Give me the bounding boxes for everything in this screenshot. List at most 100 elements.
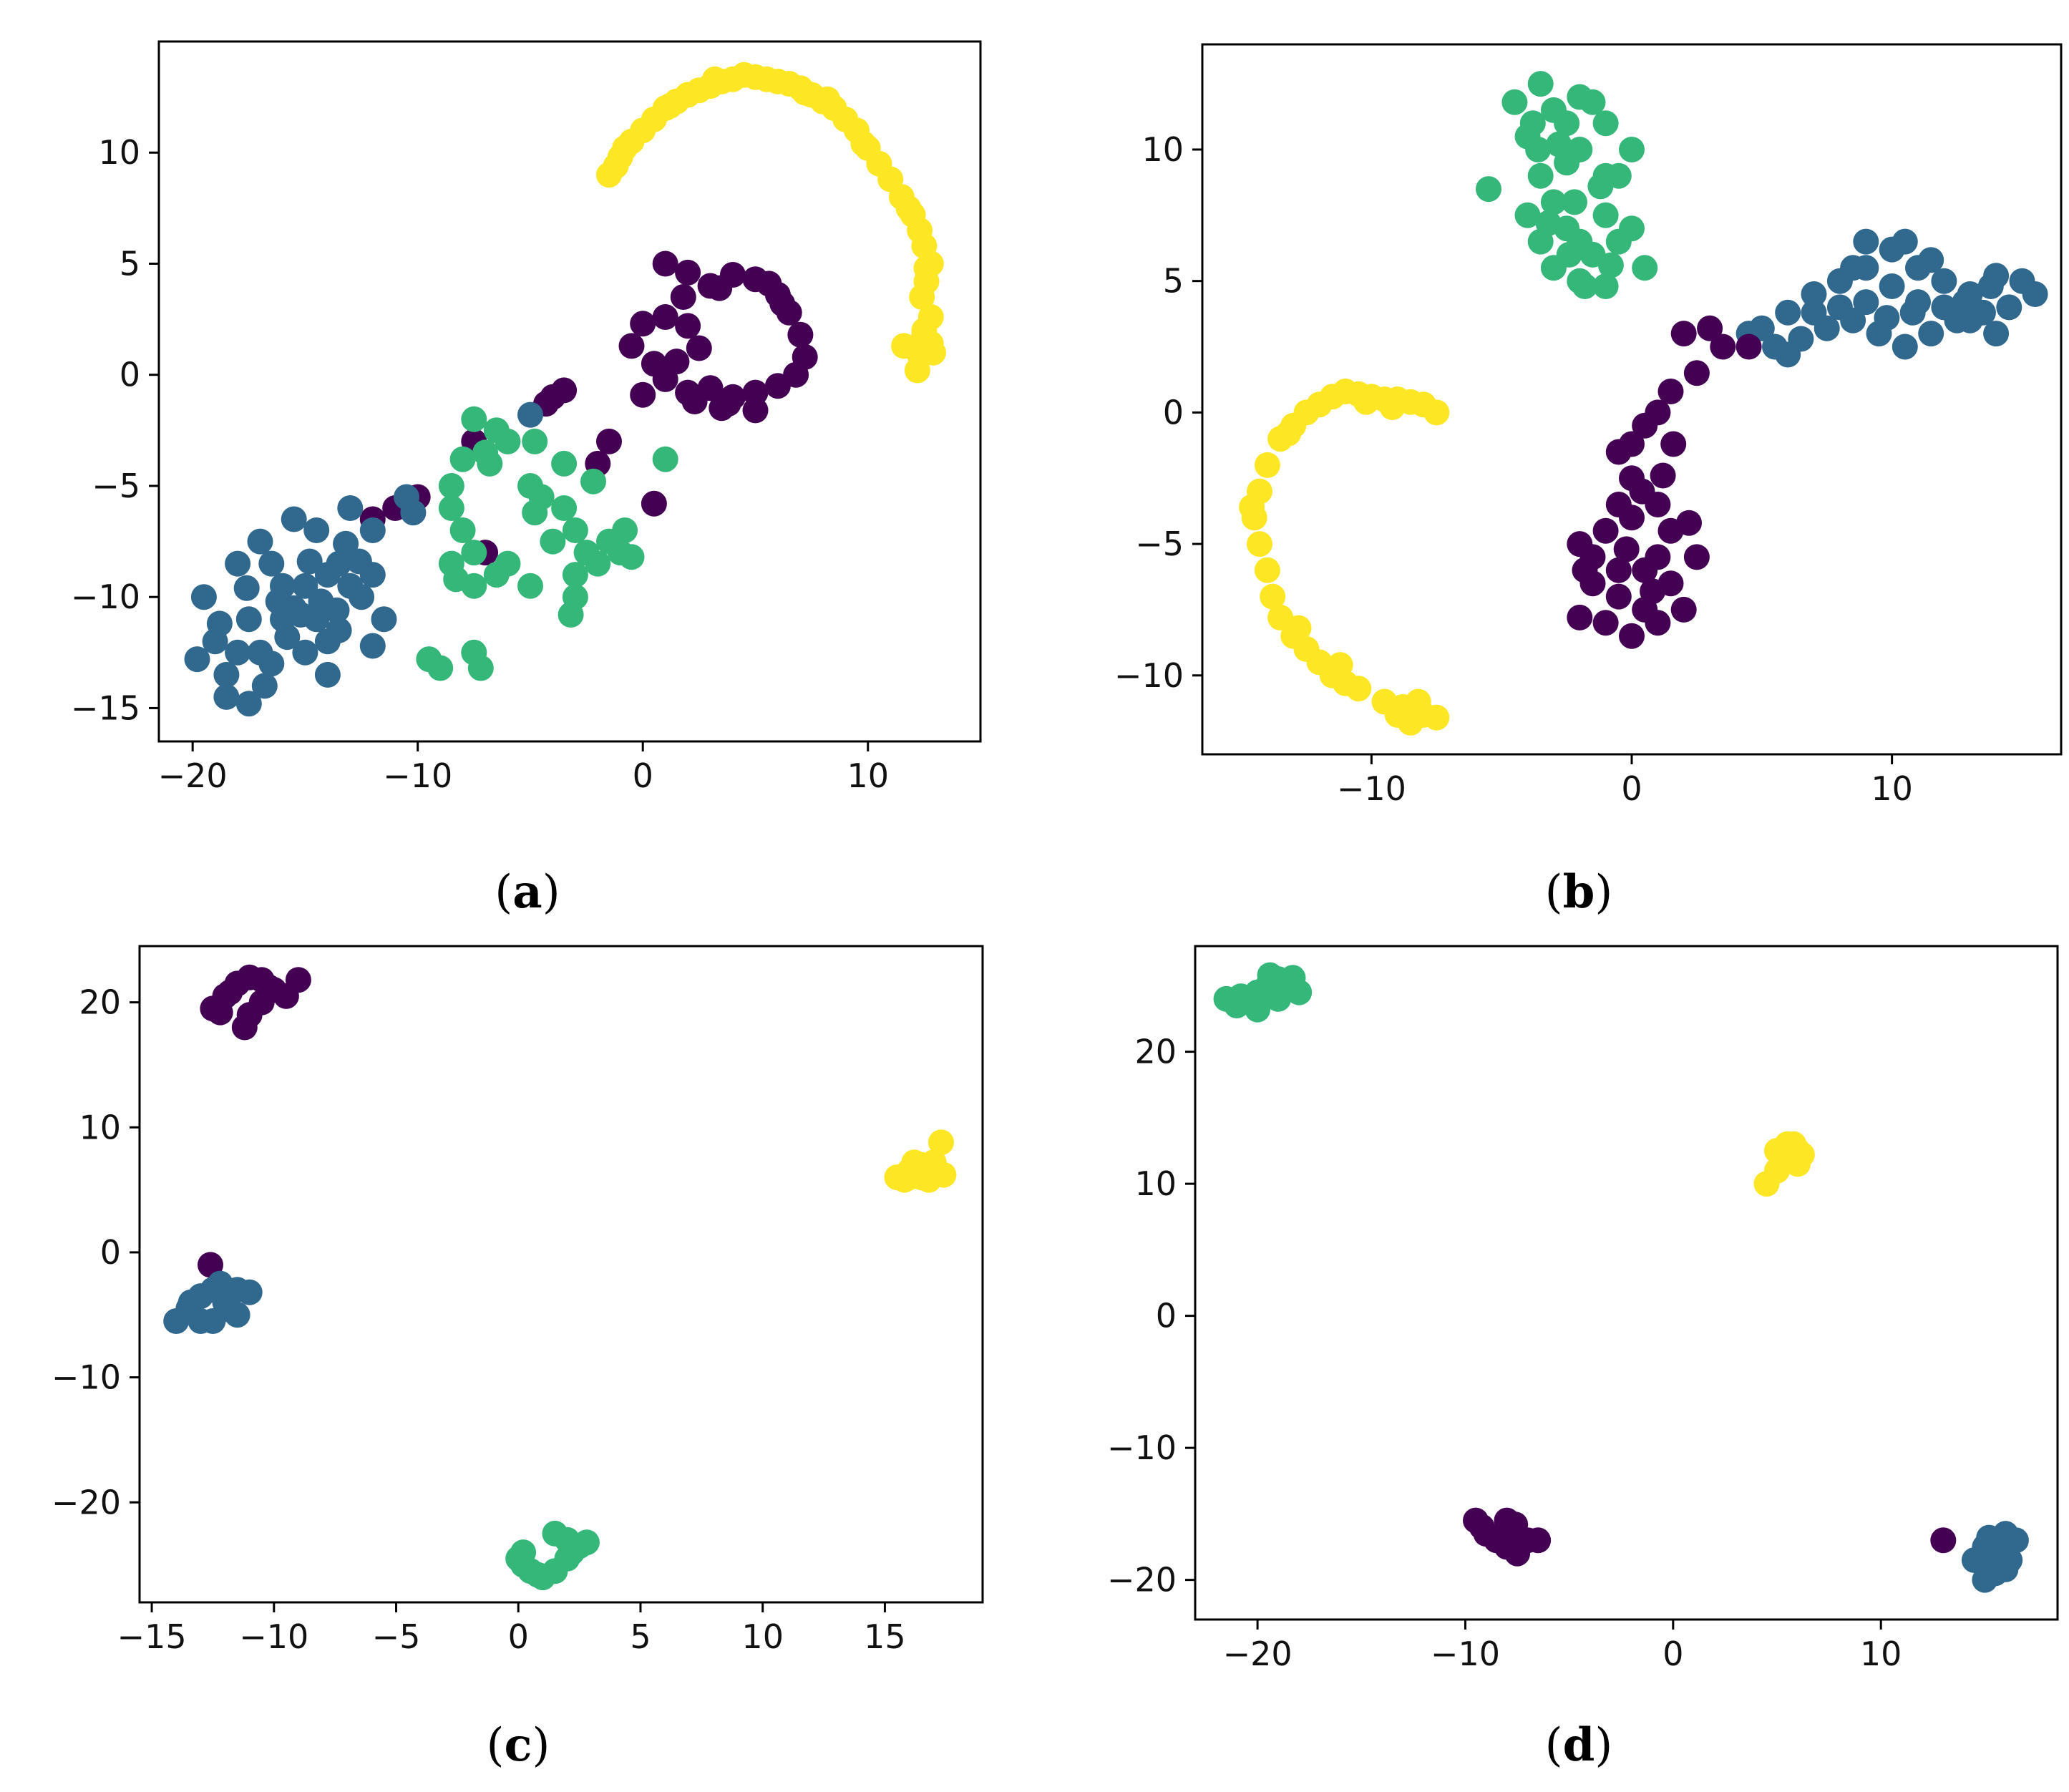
panel-c-point-cluster-blue	[207, 1270, 233, 1297]
panel-b-point-cluster-purple	[1670, 596, 1697, 623]
panel-c-ytick-label: 20	[79, 983, 121, 1022]
panel-c-xtick-label: 15	[864, 1617, 906, 1656]
panel-b-point-cluster-purple	[1605, 583, 1632, 610]
panel-b-caption-letter: b	[1563, 865, 1595, 919]
panel-b-point-cluster-yellow	[1239, 494, 1265, 520]
panel-a-point-cluster-yellow	[904, 357, 930, 384]
panel-d-point-cluster-purple	[1469, 1514, 1495, 1540]
panel-b-point-cluster-purple	[1632, 412, 1658, 439]
panel-b-ytick-label: −5	[1135, 525, 1184, 563]
panel-b-point-cluster-green	[1519, 110, 1546, 137]
panel-b-point-cluster-purple	[1670, 321, 1697, 347]
panel-b-point-cluster-blue	[1775, 299, 1801, 326]
panel-b-point-cluster-blue	[1918, 247, 1944, 273]
panel-c-point-cluster-yellow	[891, 1167, 917, 1193]
panel-a-point-cluster-blue	[400, 500, 427, 526]
panel-a-series-cluster-blue	[184, 401, 543, 717]
panel-a-point-cluster-blue	[258, 550, 285, 577]
panel-b-point-cluster-green	[1554, 110, 1580, 137]
panel-b-point-cluster-yellow	[1260, 583, 1286, 610]
panel-a-point-cluster-blue	[235, 691, 262, 717]
panel-d-point-cluster-blue	[2002, 1527, 2029, 1554]
panel-b-series-cluster-green	[1476, 71, 1658, 299]
panel-b-point-cluster-purple	[1632, 557, 1658, 583]
panel-b-point-cluster-blue	[1840, 255, 1866, 281]
panel-c-ytick-label: 10	[79, 1108, 121, 1146]
panel-b-series-cluster-purple	[1567, 315, 1762, 649]
panel-a-point-cluster-blue	[288, 602, 314, 628]
panel-a-xtick-label: −20	[158, 756, 228, 795]
panel-a-ytick-label: −15	[71, 688, 140, 727]
panel-a-point-cluster-purple	[769, 291, 796, 317]
panel-a-axes-frame	[157, 40, 982, 743]
panel-b-point-cluster-purple	[1697, 315, 1723, 341]
panel-b-xtick-label: −10	[1337, 769, 1406, 808]
panel-a-point-cluster-green	[427, 655, 454, 681]
panel-b-point-cluster-purple	[1592, 517, 1619, 544]
panel-a-point-cluster-yellow	[657, 93, 683, 119]
panel-a-point-cluster-blue	[292, 573, 318, 599]
panel-b-point-cluster-purple	[1657, 379, 1684, 404]
panel-b-point-cluster-blue	[1977, 273, 2004, 299]
panel-c-series-cluster-yellow	[884, 1129, 957, 1193]
panel-b-xtick-label: 0	[1621, 769, 1642, 808]
panel-b-point-cluster-purple	[1619, 505, 1645, 531]
panel-b-point-cluster-purple	[1660, 431, 1687, 457]
panel-a-point-cluster-green	[522, 500, 548, 526]
panel-b-point-cluster-purple	[1619, 623, 1645, 649]
panel-a-point-cluster-purple	[652, 250, 678, 277]
panel-b-point-cluster-purple	[1605, 557, 1632, 583]
panel-d-xtick-label: 10	[1860, 1635, 1902, 1673]
panel-b-point-cluster-yellow	[1345, 676, 1372, 702]
panel-b-point-cluster-green	[1535, 210, 1562, 236]
panel-a-point-cluster-blue	[359, 633, 386, 659]
panel-b-ytick-label: 5	[1163, 262, 1184, 301]
panel-d-xtick-label: −20	[1223, 1635, 1292, 1673]
panel-a-point-cluster-purple	[756, 271, 782, 297]
panel-c-series-cluster-blue	[163, 1270, 263, 1334]
panel-b-point-cluster-blue	[1892, 333, 1918, 360]
panel-a-point-cluster-blue	[346, 548, 372, 575]
panel-b-point-cluster-yellow	[1275, 420, 1301, 447]
panel-b-point-cluster-purple	[1650, 462, 1676, 489]
panel-a-xtick-label: −10	[383, 756, 452, 795]
panel-d-point-cluster-green	[1280, 965, 1306, 991]
panel-a-point-cluster-green	[517, 573, 543, 599]
panel-d-ytick-label: 10	[1134, 1164, 1177, 1203]
panel-b-point-cluster-green	[1592, 110, 1619, 137]
panel-a-ytick-label: 5	[120, 244, 140, 283]
panel-a-xtick-label: 0	[633, 756, 653, 795]
panel-c-point-cluster-green	[525, 1562, 551, 1588]
panel-a-point-cluster-blue	[274, 624, 301, 651]
panel-a-point-cluster-yellow	[814, 86, 841, 112]
panel-c-point-cluster-green	[559, 1539, 585, 1566]
panel-a-point-cluster-green	[449, 517, 476, 543]
panel-b-point-cluster-green	[1592, 273, 1619, 299]
panel-a-point-cluster-blue	[225, 639, 251, 666]
panel-b-point-cluster-green	[1546, 131, 1572, 157]
panel-b-point-cluster-purple	[1735, 333, 1762, 360]
panel-c-point-cluster-purple	[231, 1014, 258, 1041]
panel-a-point-cluster-green	[495, 428, 521, 454]
panel-d-series-cluster-blue	[1961, 1521, 2029, 1593]
panel-b-point-cluster-green	[1572, 273, 1598, 299]
panel-a-point-cluster-yellow	[895, 195, 922, 221]
panel-b-point-cluster-blue	[1892, 228, 1918, 255]
panel-b-point-cluster-purple	[1567, 604, 1593, 630]
panel-b-ticks: −10 0 10 −10 −5 0 5 10	[1114, 130, 1913, 808]
panel-a-point-cluster-green	[562, 517, 588, 543]
panel-c-point-cluster-purple	[256, 974, 282, 1000]
panel-b-point-cluster-blue	[1983, 321, 2010, 347]
panel-a-point-cluster-yellow	[792, 79, 818, 106]
panel-b-point-cluster-blue	[1801, 281, 1827, 307]
panel-b-point-cluster-green	[1501, 89, 1528, 115]
panel-a-series-cluster-yellow	[596, 62, 946, 384]
panel-d-point-cluster-blue	[1992, 1556, 2019, 1582]
panel-a-marks	[184, 62, 946, 717]
panel-b-point-cluster-blue	[1996, 294, 2022, 321]
panel-b-point-cluster-purple	[1683, 544, 1710, 570]
panel-a-point-cluster-green	[551, 450, 578, 477]
panel-b-point-cluster-yellow	[1353, 389, 1380, 415]
